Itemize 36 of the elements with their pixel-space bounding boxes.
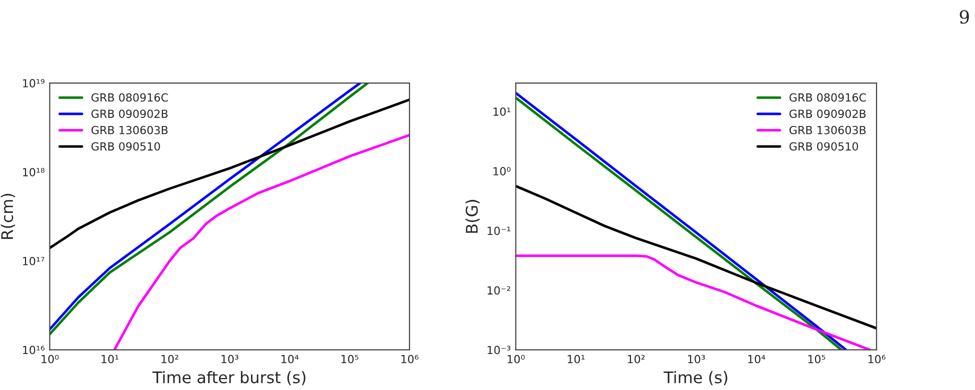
y-tick-label: 10¹⁹ <box>23 79 44 88</box>
x-tick-label: 10² <box>628 354 645 364</box>
y-tick-label: 10¹⁸ <box>23 168 44 176</box>
y-tick-label: 10⁻¹ <box>488 226 510 236</box>
y-tick-label: 10¹⁶ <box>23 346 45 354</box>
y-axis-title: B(G) <box>465 200 480 233</box>
x-tick-label: 10⁶ <box>401 354 418 364</box>
x-tick-label: 10⁵ <box>808 354 826 364</box>
x-tick-label: 10⁵ <box>341 354 358 364</box>
x-tick-label: 10¹ <box>102 354 118 364</box>
legend-label: GRB 090510 <box>789 142 858 151</box>
legend-label: GRB 130603B <box>91 126 168 134</box>
legend-label: GRB 090902B <box>789 110 866 118</box>
text: 9 <box>960 10 969 24</box>
x-tick-label: 10⁴ <box>748 354 766 364</box>
y-axis-title: R(cm) <box>0 194 16 239</box>
x-tick-label: 10⁰ <box>508 354 525 364</box>
x-tick-label: 10⁰ <box>42 354 59 364</box>
x-tick-label: 10⁶ <box>868 354 886 364</box>
x-tick-label: 10² <box>162 354 178 364</box>
y-tick-label: 10¹ <box>494 107 510 116</box>
legend-label: GRB 090510 <box>91 142 160 151</box>
x-axis-title: Time after burst (s) <box>152 371 306 386</box>
x-tick-label: 10³ <box>688 354 705 364</box>
y-tick-label: 10⁰ <box>494 167 511 176</box>
x-tick-label: 10⁴ <box>282 354 299 364</box>
legend-label: GRB 090902B <box>91 110 168 118</box>
legend-label: GRB 080916C <box>789 93 866 102</box>
y-tick-label: 10⁻³ <box>488 346 510 354</box>
x-tick-label: 10¹ <box>568 354 585 364</box>
x-tick-label: 10³ <box>222 354 238 364</box>
legend-label: GRB 080916C <box>91 93 168 102</box>
y-tick-label: 10¹⁷ <box>23 256 44 266</box>
legend-label: GRB 130603B <box>789 126 866 134</box>
y-tick-label: 10⁻² <box>488 286 510 295</box>
x-axis-title: Time (s) <box>664 371 728 386</box>
